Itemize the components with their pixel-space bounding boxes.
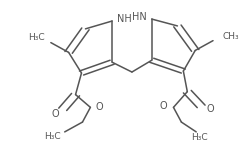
Text: O: O	[159, 101, 167, 111]
Text: H₃C: H₃C	[28, 33, 44, 42]
Text: NH: NH	[117, 14, 131, 24]
Text: HN: HN	[132, 12, 146, 22]
Text: O: O	[52, 109, 59, 119]
Text: H₃C: H₃C	[190, 133, 207, 142]
Text: O: O	[205, 104, 213, 114]
Text: H₃C: H₃C	[44, 132, 61, 141]
Text: CH₃: CH₃	[222, 32, 238, 41]
Text: O: O	[95, 102, 102, 112]
